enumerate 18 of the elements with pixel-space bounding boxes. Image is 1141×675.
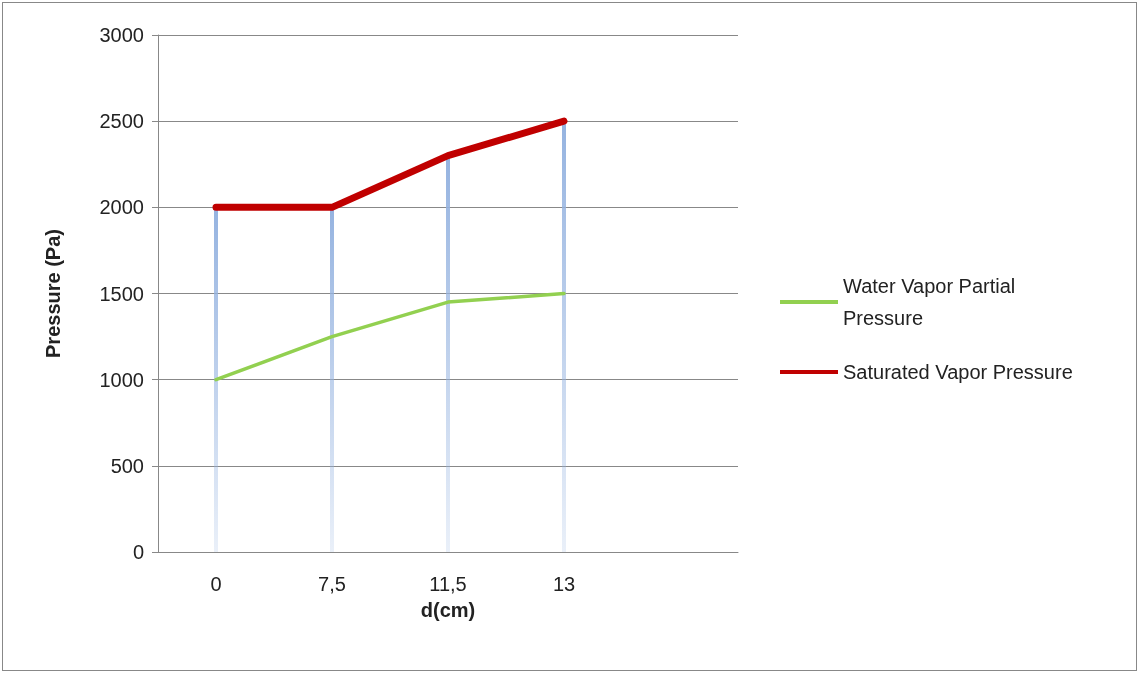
x-tick-label: 13 (552, 573, 576, 595)
x-tick-label: 0 (210, 573, 222, 595)
x-tick-label: 11,5 (429, 573, 467, 595)
bar (562, 121, 566, 552)
y-tick-label: 1500 (99, 282, 144, 305)
x-tick-label: 7,5 (318, 573, 346, 595)
x-axis-title: d(cm) (420, 599, 476, 621)
y-tick-label: 3000 (99, 24, 144, 46)
y-axis-title: Pressure (Pa) (42, 229, 64, 358)
y-tick-label: 1000 (99, 368, 144, 391)
legend-label: Water Vapor Partial Pressure (843, 275, 1021, 329)
y-tick-label: 0 (132, 541, 144, 563)
line-series (214, 291, 566, 382)
y-tick-label: 2000 (99, 196, 144, 219)
y-tick-label: 2500 (99, 110, 144, 133)
legend-label: Saturated Vapor Pressure (843, 361, 1073, 383)
bar (330, 207, 334, 552)
y-tick-label: 500 (110, 454, 144, 477)
